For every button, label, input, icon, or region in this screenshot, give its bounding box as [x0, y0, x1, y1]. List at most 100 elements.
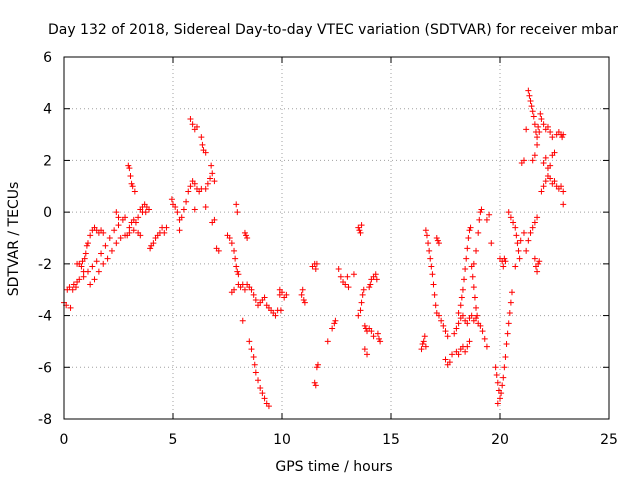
data-point [199, 141, 206, 148]
data-point [265, 403, 272, 410]
data-point [531, 152, 538, 159]
data-point [355, 312, 362, 319]
data-point [477, 322, 484, 329]
data-point [111, 227, 118, 234]
data-point [523, 126, 530, 133]
data-point [198, 134, 205, 141]
y-tick-label: 4 [43, 102, 52, 118]
data-point [431, 291, 438, 298]
data-point [250, 353, 257, 360]
data-point [549, 134, 556, 141]
data-point [277, 307, 284, 314]
data-point [527, 229, 534, 236]
data-point [115, 222, 122, 229]
data-point [131, 188, 138, 195]
data-point [84, 268, 91, 275]
data-point [486, 211, 493, 218]
data-point [228, 240, 235, 247]
data-point [421, 333, 428, 340]
data-point [540, 121, 547, 128]
data-point [483, 343, 490, 350]
x-tick-label: 25 [600, 432, 618, 448]
data-point [113, 209, 120, 216]
y-tick-label: -6 [38, 360, 52, 376]
data-point [442, 356, 449, 363]
data-point [376, 335, 383, 342]
data-point [135, 214, 142, 221]
data-point [147, 245, 154, 252]
data-point [474, 312, 481, 319]
data-point [209, 170, 216, 177]
data-point [475, 229, 482, 236]
data-point [189, 121, 196, 128]
data-point [364, 351, 371, 358]
data-point [451, 330, 458, 337]
data-point [535, 260, 542, 267]
data-point [125, 162, 132, 169]
data-point [276, 286, 283, 293]
data-point [430, 281, 437, 288]
data-point [523, 247, 530, 254]
data-point [146, 206, 153, 213]
data-point [494, 400, 501, 407]
data-point [108, 247, 115, 254]
data-point [418, 346, 425, 353]
data-point [529, 224, 536, 231]
data-point [531, 121, 538, 128]
data-point [463, 255, 470, 262]
data-point [235, 271, 242, 278]
data-point [83, 242, 90, 249]
data-point [358, 299, 365, 306]
data-point [542, 154, 549, 161]
data-point [455, 309, 462, 316]
data-point [476, 216, 483, 223]
data-point [478, 206, 485, 213]
data-point [464, 320, 471, 327]
data-point [377, 338, 384, 345]
data-point [512, 224, 519, 231]
y-tick-label: 0 [43, 205, 52, 221]
data-point [272, 312, 279, 319]
data-point [299, 286, 306, 293]
data-point [115, 214, 122, 221]
data-point [252, 369, 259, 376]
data-point [500, 263, 507, 270]
data-point [459, 286, 466, 293]
data-point [81, 255, 88, 262]
data-point [547, 175, 554, 182]
data-point [453, 325, 460, 332]
data-point [512, 263, 519, 270]
data-point [122, 214, 129, 221]
data-point [461, 276, 468, 283]
data-point [515, 247, 522, 254]
data-point [373, 276, 380, 283]
data-point [464, 245, 471, 252]
data-point [462, 348, 469, 355]
data-point [534, 268, 541, 275]
data-point [361, 322, 368, 329]
data-point [527, 97, 534, 104]
data-point [331, 320, 338, 327]
grid [64, 57, 609, 419]
data-point [494, 379, 501, 386]
data-point [501, 255, 508, 262]
data-point [538, 116, 545, 123]
data-point [248, 286, 255, 293]
data-point [211, 216, 218, 223]
data-point [350, 271, 357, 278]
data-point [547, 162, 554, 169]
data-point [506, 309, 513, 316]
data-point [544, 123, 551, 130]
data-point [241, 229, 248, 236]
data-point [462, 266, 469, 273]
data-point [459, 312, 466, 319]
data-point [356, 227, 363, 234]
y-tick-label: -8 [38, 412, 52, 428]
data-point [529, 108, 536, 115]
y-tick-label: -2 [38, 257, 52, 273]
data-point [535, 123, 542, 130]
data-point [87, 232, 94, 239]
data-point [520, 229, 527, 236]
data-point [193, 123, 200, 130]
